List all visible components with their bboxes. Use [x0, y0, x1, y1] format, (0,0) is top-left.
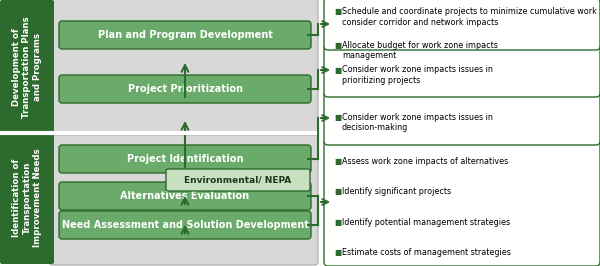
FancyBboxPatch shape [59, 21, 311, 49]
Text: Identify potential management strategies: Identify potential management strategies [342, 218, 510, 227]
Text: Plan and Program Development: Plan and Program Development [98, 30, 272, 40]
Text: Need Assessment and Solution Development: Need Assessment and Solution Development [62, 220, 308, 230]
Text: Identify significant projects: Identify significant projects [342, 188, 451, 196]
Text: Identification of
Transportation
Improvement Needs: Identification of Transportation Improve… [12, 149, 42, 247]
FancyBboxPatch shape [324, 0, 600, 50]
FancyBboxPatch shape [59, 75, 311, 103]
Text: Estimate costs of management strategies: Estimate costs of management strategies [342, 248, 511, 257]
Text: Environmental/ NEPA: Environmental/ NEPA [184, 176, 292, 185]
Text: Project Prioritization: Project Prioritization [128, 84, 242, 94]
FancyBboxPatch shape [49, 131, 318, 265]
Text: ■: ■ [334, 65, 341, 74]
Text: ■: ■ [334, 157, 341, 166]
FancyBboxPatch shape [324, 139, 600, 266]
Text: Consider work zone impacts issues in
decision-making: Consider work zone impacts issues in dec… [342, 113, 493, 132]
Text: Development of
Transportation Plans
and Programs: Development of Transportation Plans and … [12, 16, 42, 118]
Text: Project Identification: Project Identification [127, 154, 243, 164]
FancyBboxPatch shape [166, 169, 310, 191]
FancyBboxPatch shape [59, 211, 311, 239]
FancyBboxPatch shape [59, 145, 311, 173]
Text: ■: ■ [334, 218, 341, 227]
Text: ■: ■ [334, 41, 341, 50]
Text: ■: ■ [334, 248, 341, 257]
FancyBboxPatch shape [324, 44, 600, 97]
Text: ■: ■ [334, 7, 341, 16]
Text: ■: ■ [334, 113, 341, 122]
FancyBboxPatch shape [49, 0, 318, 135]
Text: Alternatives Evaluation: Alternatives Evaluation [121, 191, 250, 201]
FancyBboxPatch shape [59, 182, 311, 210]
Text: ■: ■ [334, 188, 341, 196]
Text: Consider work zone impacts issues in
prioritizing projects: Consider work zone impacts issues in pri… [342, 65, 493, 85]
Text: Schedule and coordinate projects to minimize cumulative work zone impacts;
consi: Schedule and coordinate projects to mini… [342, 7, 600, 27]
FancyBboxPatch shape [324, 91, 600, 145]
FancyBboxPatch shape [0, 0, 54, 134]
Text: Assess work zone impacts of alternatives: Assess work zone impacts of alternatives [342, 157, 508, 166]
FancyBboxPatch shape [0, 132, 54, 264]
Text: Allocate budget for work zone impacts
management: Allocate budget for work zone impacts ma… [342, 41, 498, 60]
